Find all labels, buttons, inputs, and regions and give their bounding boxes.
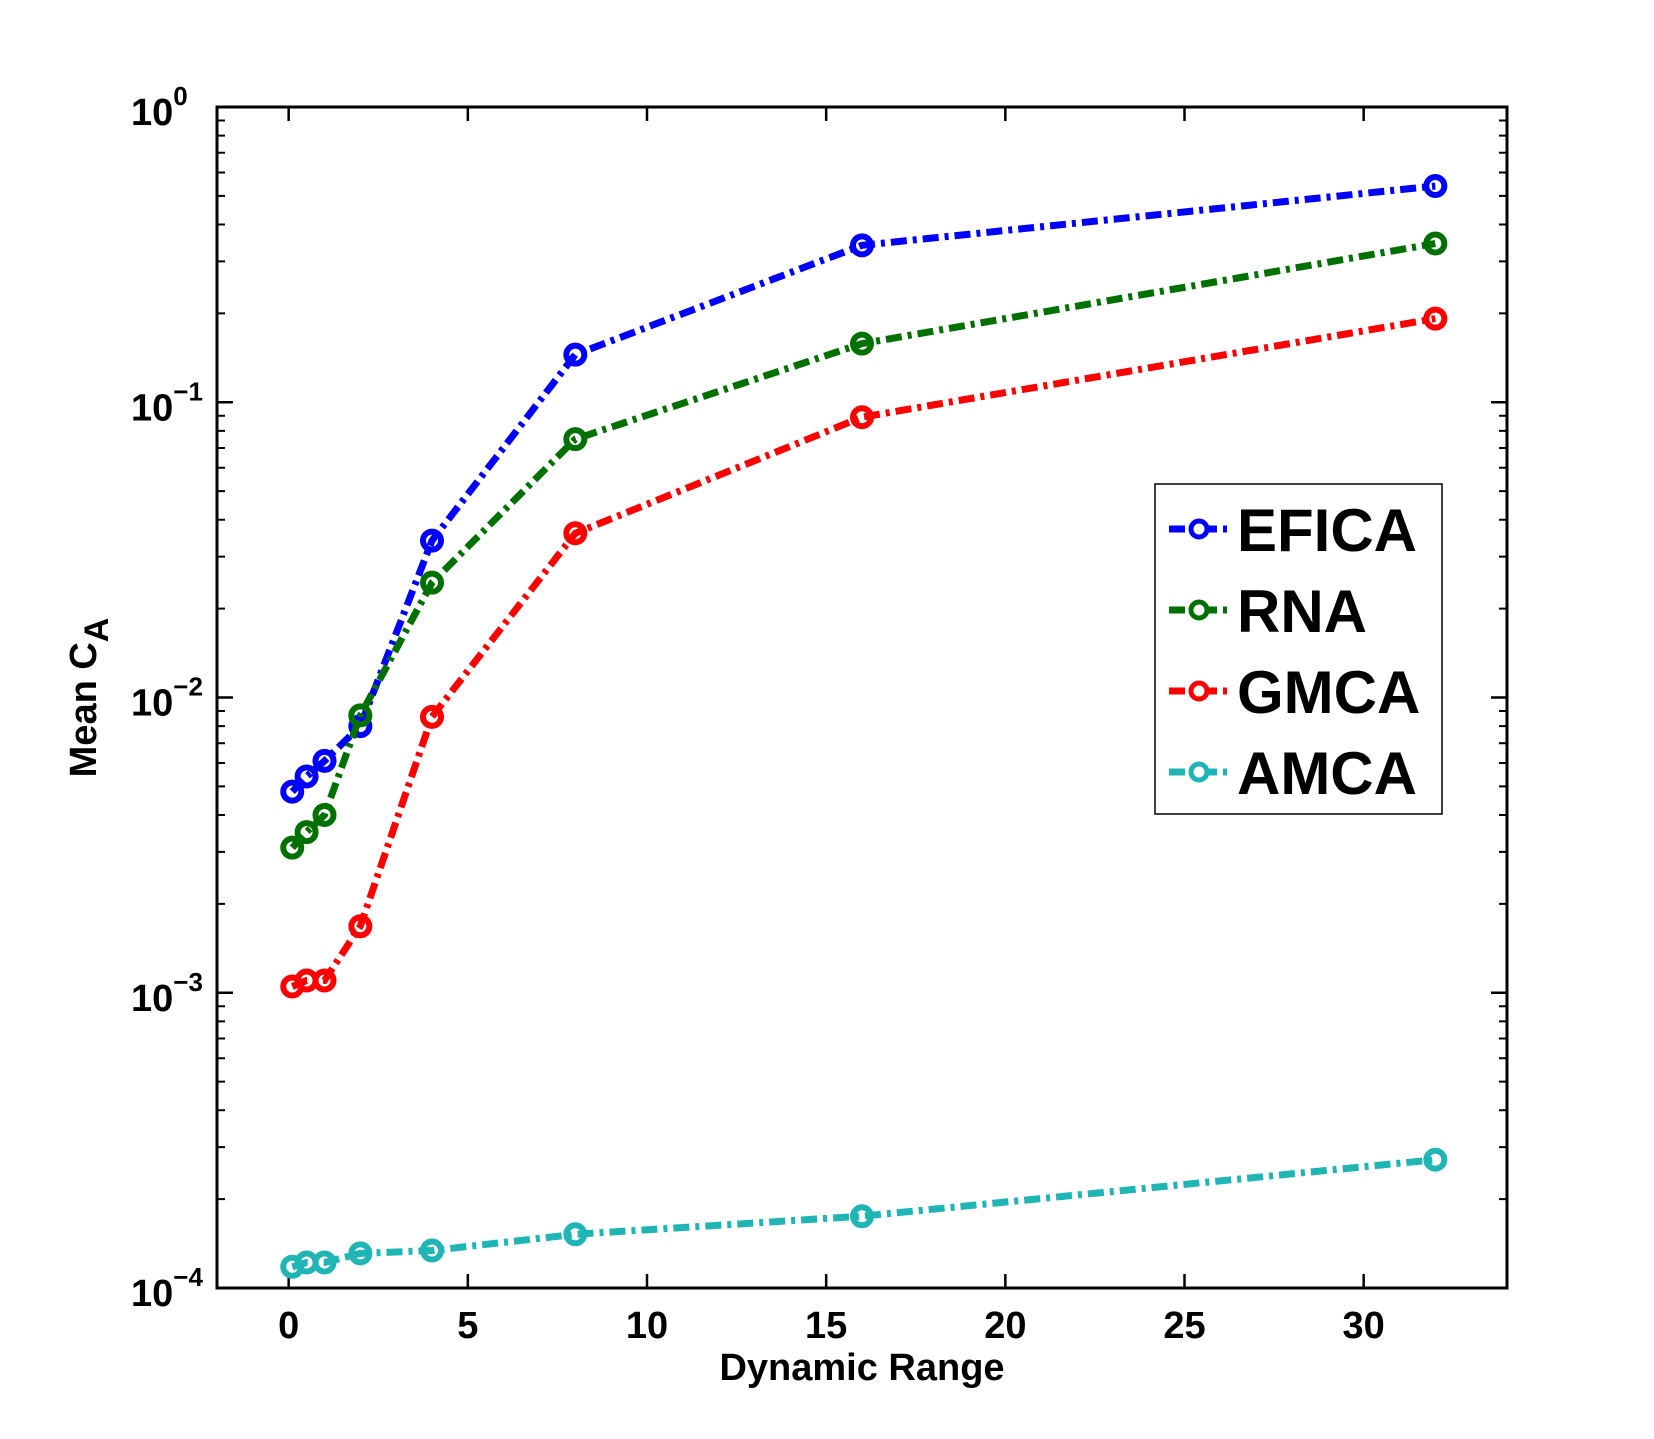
data-point-rna bbox=[348, 703, 373, 728]
x-axis-label: Dynamic Range bbox=[719, 1347, 1004, 1389]
series-line-gmca bbox=[290, 315, 1436, 990]
svg-text:Mean CA: Mean CA bbox=[63, 618, 116, 778]
data-point-efica bbox=[280, 779, 305, 804]
data-point-rna bbox=[312, 802, 337, 827]
legend: EFICA RNA GMCA AMCA bbox=[1154, 483, 1443, 815]
y-tick-label: 10−1 bbox=[131, 376, 203, 429]
data-point-rna bbox=[420, 570, 444, 595]
y-tick-labels: 100 10−1 10−2 10−3 10−4 bbox=[131, 81, 203, 1315]
data-point-rna bbox=[280, 835, 305, 860]
x-tick-label: 10 bbox=[626, 1305, 668, 1347]
x-tick-labels: 0 5 10 15 20 25 30 bbox=[278, 1305, 1385, 1347]
series-line-amca bbox=[291, 1156, 1436, 1271]
x-tick-label: 15 bbox=[805, 1305, 847, 1347]
legend-label-amca: AMCA bbox=[1237, 740, 1417, 807]
data-point-amca bbox=[420, 1238, 444, 1263]
data-point-rna bbox=[850, 331, 874, 356]
legend-marker-amca bbox=[1188, 761, 1210, 783]
legend-box bbox=[1154, 483, 1443, 815]
legend-marker-gmca bbox=[1188, 680, 1210, 702]
data-point-amca bbox=[563, 1222, 588, 1247]
series-line-rna bbox=[289, 240, 1436, 851]
data-point-amca bbox=[348, 1241, 373, 1266]
data-point-gmca bbox=[312, 968, 337, 993]
y-axis-label-main: Mean C bbox=[63, 642, 105, 777]
legend-label-efica: EFICA bbox=[1237, 497, 1417, 564]
data-point-gmca bbox=[850, 405, 874, 430]
x-tick-label: 0 bbox=[278, 1305, 299, 1347]
y-axis-label-subscript: A bbox=[78, 618, 116, 643]
series-line-efica bbox=[289, 182, 1436, 795]
data-point-efica bbox=[563, 342, 588, 367]
data-point-amca bbox=[850, 1204, 874, 1229]
legend-label-gmca: GMCA bbox=[1237, 659, 1420, 726]
plot-area bbox=[215, 105, 1509, 1290]
legend-label-rna: RNA bbox=[1237, 578, 1367, 645]
y-tick-label: 10−2 bbox=[131, 672, 203, 725]
x-tick-label: 25 bbox=[1163, 1305, 1205, 1347]
data-point-gmca bbox=[348, 914, 373, 939]
data-point-rna bbox=[563, 427, 588, 452]
y-axis-label: Mean CA bbox=[63, 618, 116, 778]
x-tick-label: 30 bbox=[1343, 1305, 1385, 1347]
legend-marker-efica bbox=[1188, 518, 1210, 540]
data-point-amca bbox=[1423, 1147, 1448, 1172]
data-point-efica bbox=[420, 528, 444, 553]
data-point-rna bbox=[1423, 231, 1448, 256]
data-point-efica bbox=[294, 764, 319, 789]
data-point-gmca bbox=[420, 704, 444, 729]
data-point-efica bbox=[850, 233, 874, 258]
data-point-efica bbox=[1423, 174, 1448, 199]
y-tick-label: 10−4 bbox=[131, 1262, 203, 1315]
data-point-efica bbox=[312, 748, 337, 773]
x-tick-label: 20 bbox=[984, 1305, 1026, 1347]
y-tick-label: 10−3 bbox=[131, 967, 203, 1020]
data-point-gmca bbox=[1423, 306, 1448, 331]
series-layer bbox=[280, 174, 1448, 1279]
x-tick-label: 5 bbox=[457, 1305, 478, 1347]
data-point-amca bbox=[312, 1250, 337, 1275]
legend-marker-rna bbox=[1188, 599, 1210, 621]
y-tick-label: 100 bbox=[131, 81, 188, 134]
data-point-gmca bbox=[563, 521, 588, 546]
data-point-rna bbox=[294, 820, 319, 845]
